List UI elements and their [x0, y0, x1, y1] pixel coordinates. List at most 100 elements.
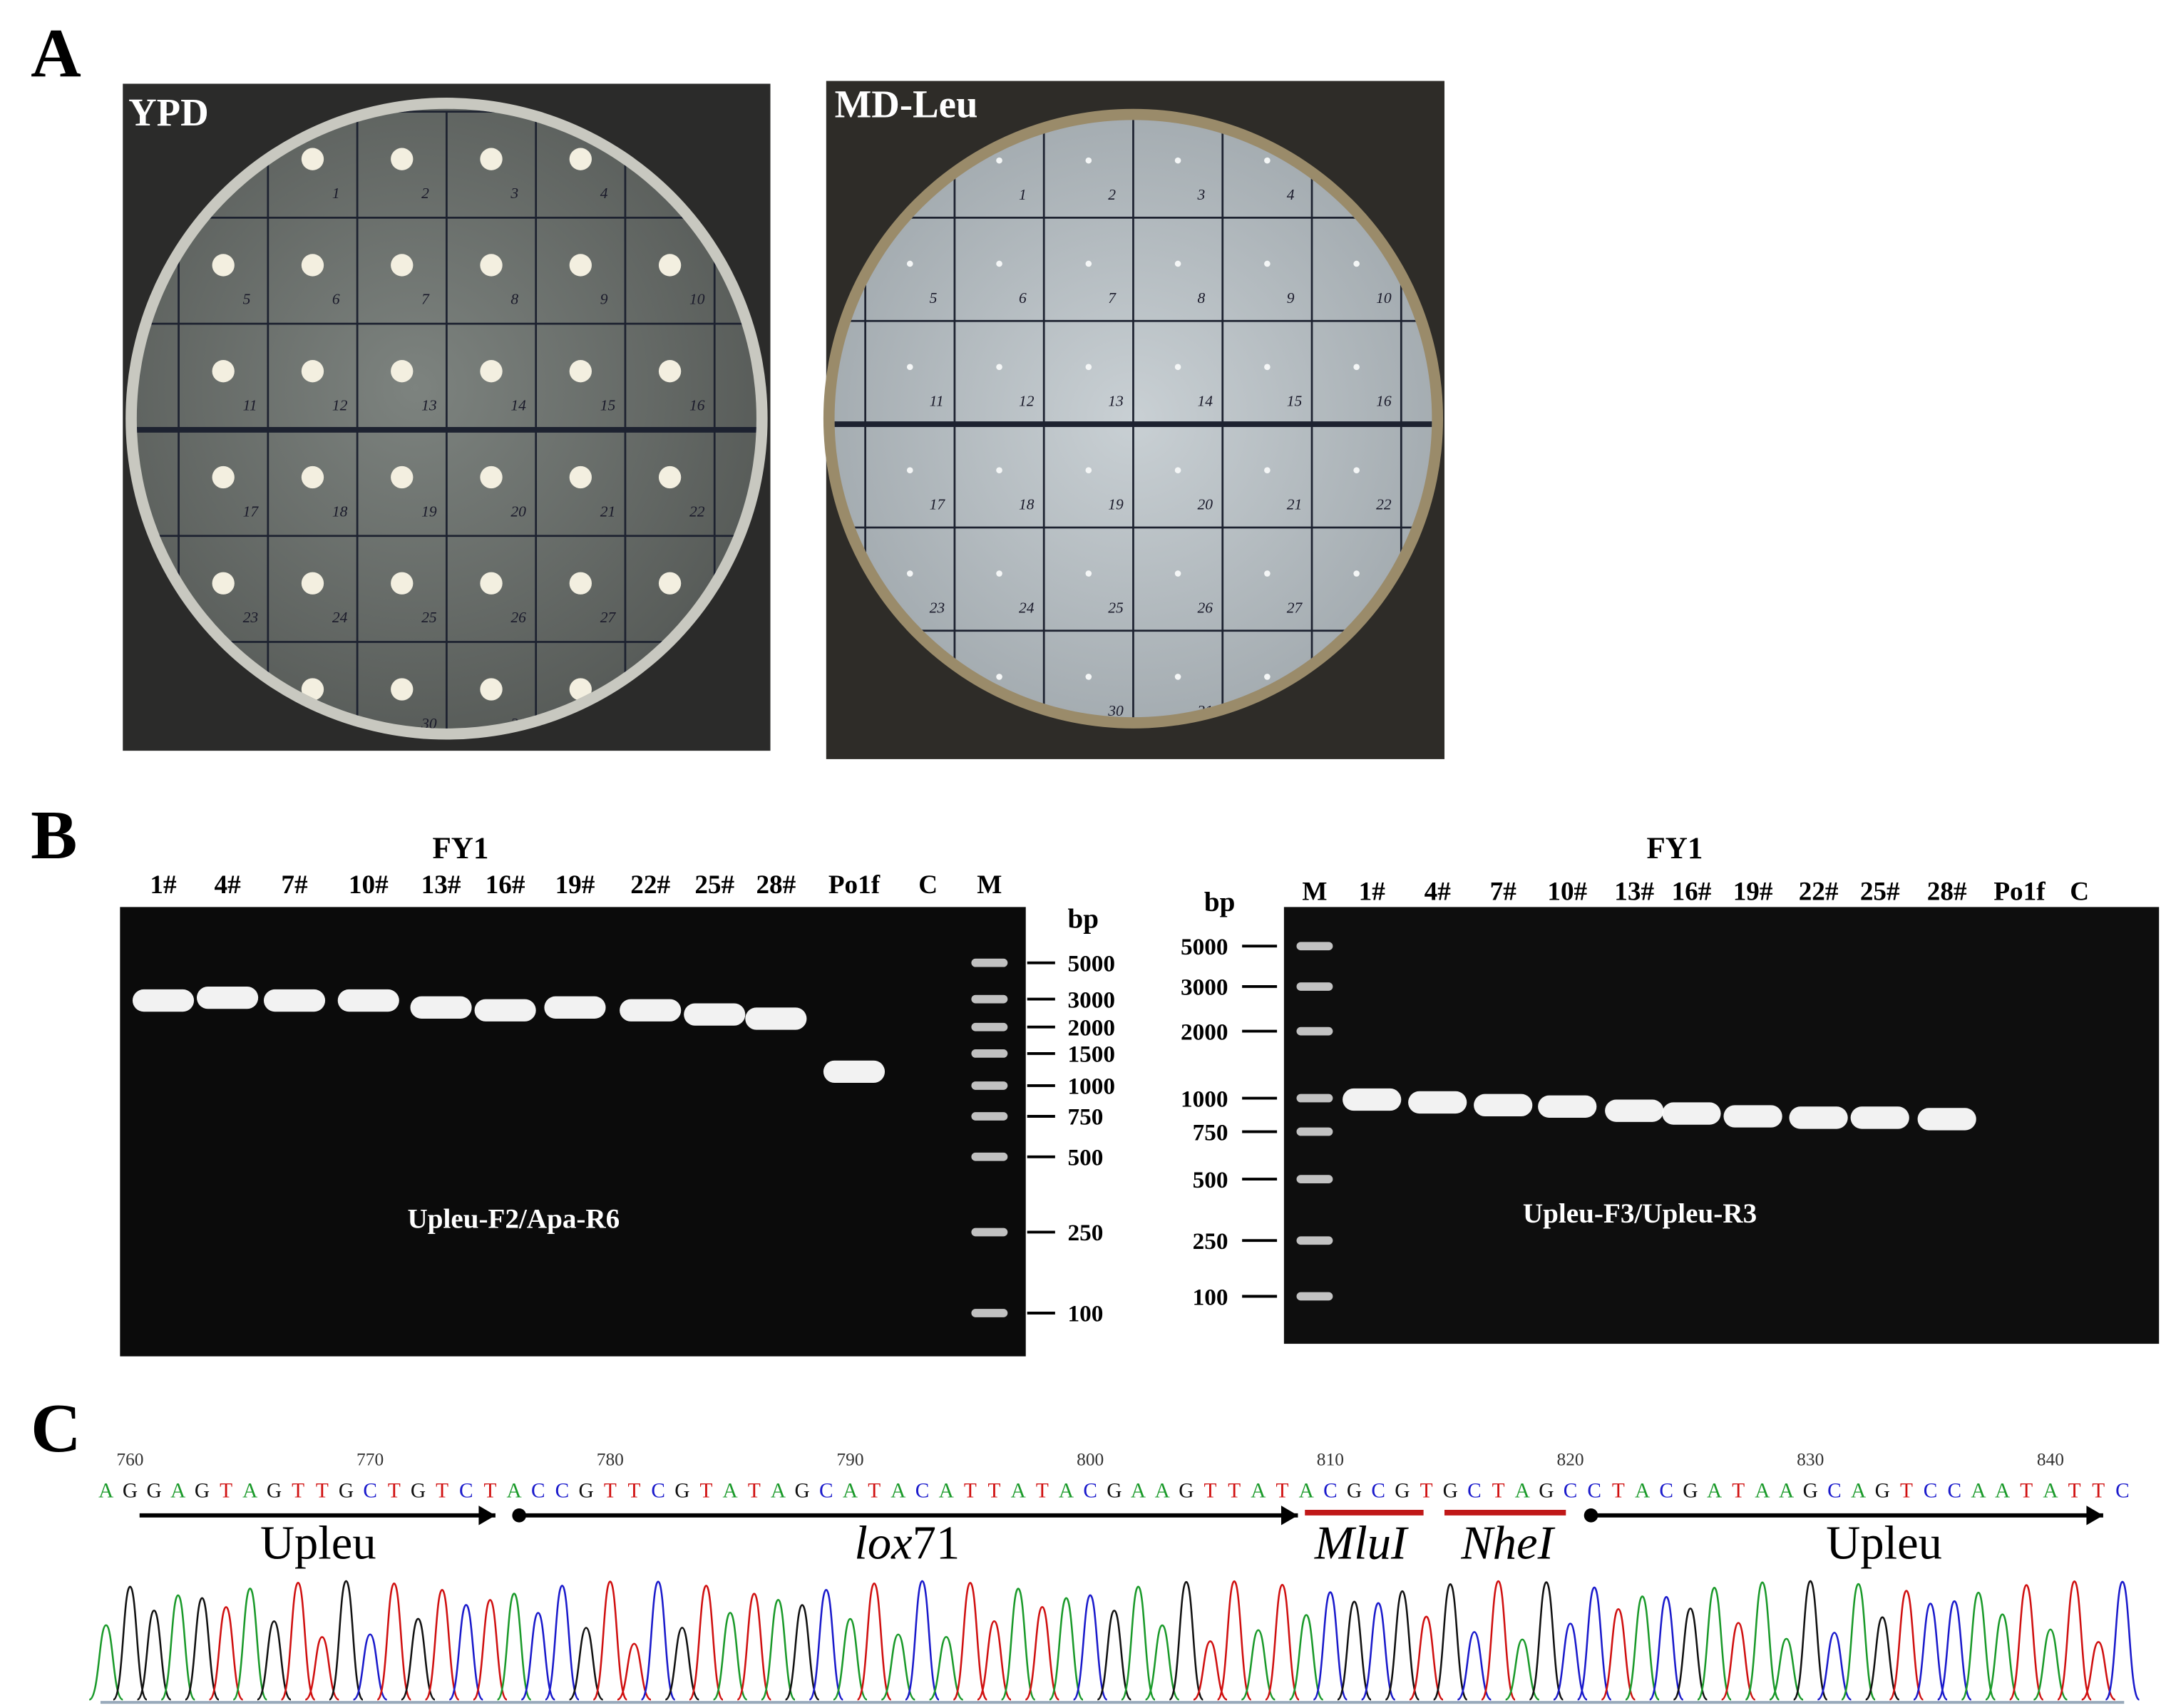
base: T — [1492, 1479, 1505, 1502]
colony — [480, 572, 503, 595]
peak — [2033, 1628, 2068, 1701]
band — [971, 1049, 1008, 1058]
base: T — [1036, 1479, 1049, 1502]
base: A — [1635, 1479, 1650, 1502]
lane-label: 22# — [630, 870, 670, 900]
band — [1850, 1106, 1909, 1129]
grid-number: 26 — [1198, 599, 1213, 616]
base: A — [98, 1479, 113, 1502]
colony — [212, 572, 235, 595]
colony — [1264, 674, 1271, 680]
base: T — [964, 1479, 977, 1502]
colony — [996, 364, 1002, 371]
peak — [184, 1597, 220, 1701]
grid-number: 6 — [1019, 289, 1027, 307]
peak — [1792, 1580, 1828, 1701]
lane-label: 28# — [1927, 878, 1967, 907]
grid-number: 17 — [243, 503, 260, 520]
ladder-label: 250 — [1193, 1228, 1228, 1255]
colony — [212, 465, 235, 489]
band — [1605, 1099, 1664, 1122]
base: G — [1347, 1479, 1362, 1502]
colony — [1174, 364, 1181, 371]
ladder-label: 500 — [1193, 1167, 1228, 1193]
grid-number: 27 — [600, 609, 617, 626]
colony — [1264, 570, 1271, 577]
base: C — [819, 1479, 833, 1502]
ladder-label: 100 — [1193, 1284, 1228, 1310]
peak — [977, 1620, 1012, 1701]
peak — [2081, 1641, 2116, 1701]
lane-label: C — [918, 870, 938, 900]
base: G — [1803, 1479, 1818, 1502]
peak — [280, 1582, 316, 1701]
peak — [1288, 1614, 1324, 1701]
colony — [1085, 364, 1092, 371]
grid-number: 27 — [1287, 599, 1303, 616]
colony — [569, 254, 592, 277]
gel — [1283, 907, 2160, 1344]
peak — [664, 1627, 699, 1701]
feature-label: NheI — [1460, 1518, 1555, 1570]
colony — [1174, 467, 1181, 474]
position: 780 — [597, 1449, 624, 1469]
grid-number: 19 — [1108, 496, 1124, 513]
peak — [809, 1588, 844, 1701]
peak — [953, 1582, 988, 1701]
grid-number: 18 — [332, 503, 348, 520]
band — [971, 1309, 1008, 1317]
panel-label: B — [31, 797, 77, 874]
peak — [1648, 1595, 1684, 1701]
ladder-label: 1000 — [1067, 1074, 1115, 1100]
base: T — [1276, 1479, 1289, 1502]
plate-label: YPD — [128, 91, 209, 134]
grid-number: 30 — [421, 715, 437, 732]
colony — [391, 360, 414, 383]
lane-label: 4# — [214, 870, 241, 900]
band — [1296, 1027, 1333, 1036]
plate-label: MD-Leu — [835, 82, 978, 125]
peak — [160, 1594, 196, 1701]
ladder-label: 1500 — [1067, 1041, 1115, 1068]
peak — [1840, 1583, 1877, 1701]
colony — [1174, 674, 1181, 680]
lane-label: Po1f — [828, 870, 881, 900]
colony — [212, 254, 235, 277]
colony — [1174, 260, 1181, 267]
peak — [712, 1612, 748, 1701]
arrow-head — [478, 1506, 496, 1526]
ladder-label: 3000 — [1181, 974, 1228, 1001]
band — [1789, 1106, 1848, 1129]
grid-number: 20 — [1198, 496, 1213, 513]
position: 790 — [836, 1449, 863, 1469]
base: G — [1107, 1479, 1122, 1502]
base: A — [939, 1479, 954, 1502]
peak — [688, 1585, 724, 1701]
peak — [929, 1636, 964, 1701]
ladder-label: 500 — [1067, 1145, 1103, 1171]
base: T — [628, 1479, 641, 1502]
peak — [1169, 1580, 1204, 1701]
base: T — [988, 1479, 1001, 1502]
peak — [352, 1633, 388, 1701]
colony — [658, 360, 682, 383]
base: A — [170, 1479, 185, 1502]
base: C — [915, 1479, 930, 1502]
lane-label: 19# — [555, 870, 595, 900]
band — [684, 1003, 746, 1026]
colony — [1085, 467, 1092, 474]
colony — [906, 467, 913, 474]
arrow-start — [512, 1508, 526, 1523]
base: A — [2043, 1479, 2058, 1502]
base: G — [1683, 1479, 1698, 1502]
peak — [856, 1582, 892, 1701]
grid-number: 23 — [243, 609, 259, 626]
peak — [617, 1642, 652, 1701]
peak — [1721, 1622, 1756, 1701]
peak — [424, 1589, 460, 1701]
colony — [391, 678, 414, 701]
grid-number: 14 — [1198, 393, 1213, 410]
peak — [592, 1580, 628, 1701]
grid-number: 2 — [421, 185, 429, 202]
base: A — [1707, 1479, 1722, 1502]
